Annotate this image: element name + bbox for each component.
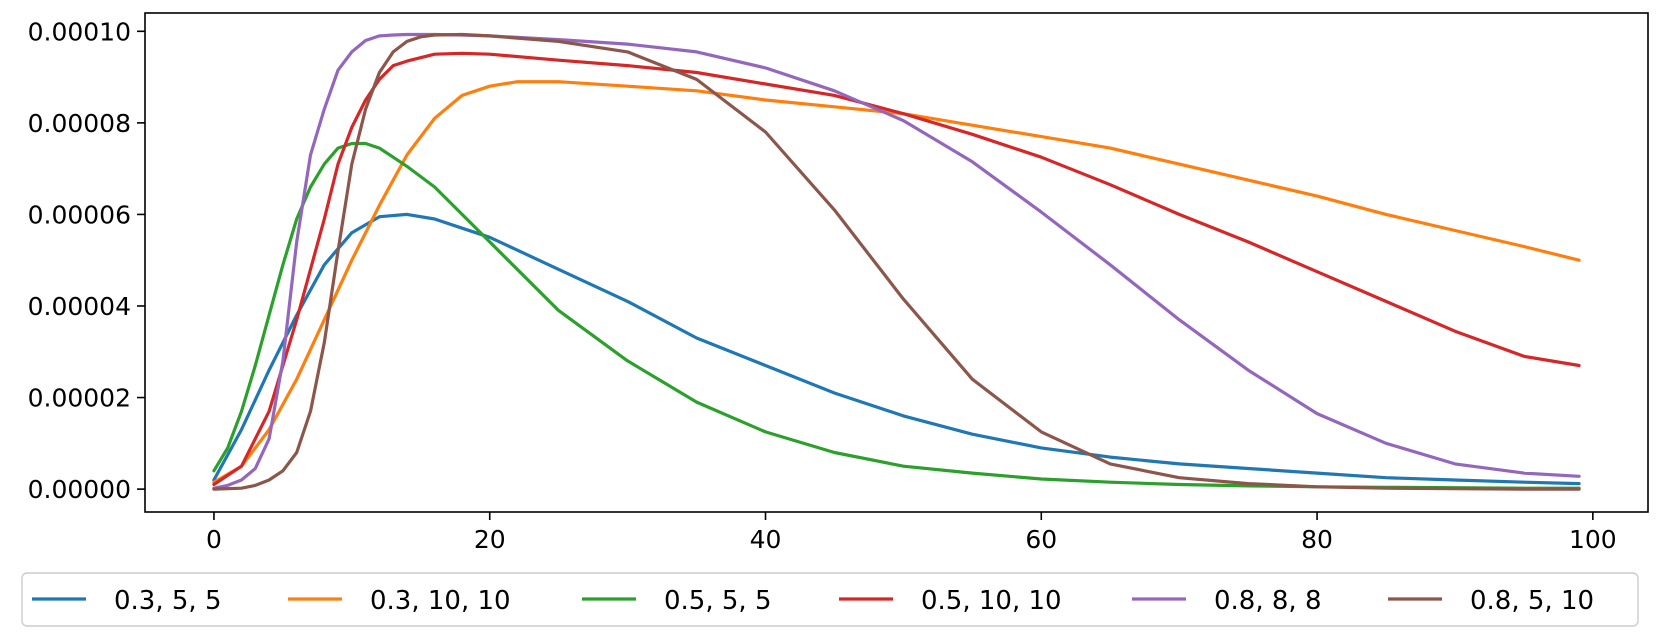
y-tick-label: 0.00000 (28, 475, 131, 504)
legend-box (21, 572, 1639, 627)
series-line-6 (212, 32, 1581, 491)
legend-item: 0.3, 10, 10 (288, 586, 511, 616)
x-axis: 0 20 40 60 80 100 (206, 512, 1617, 554)
x-tick-label: 60 (1025, 525, 1057, 554)
legend-label: 0.8, 5, 10 (1470, 586, 1594, 616)
series-line-1 (212, 212, 1581, 486)
legend-label: 0.8, 8, 8 (1214, 586, 1322, 616)
legend-label: 0.3, 10, 10 (370, 586, 511, 616)
x-tick-label: 80 (1301, 525, 1333, 554)
legend-item: 0.5, 10, 10 (839, 586, 1062, 616)
series-line-3 (212, 141, 1581, 490)
y-tick-label: 0.00004 (28, 292, 131, 321)
series-line-4 (212, 51, 1581, 487)
plot-area-frame (144, 12, 1649, 513)
legend-item: 0.3, 5, 5 (32, 586, 222, 616)
x-tick-label: 0 (206, 525, 222, 554)
x-tick-label: 20 (474, 525, 506, 554)
legend-label: 0.3, 5, 5 (114, 586, 222, 616)
legend-label: 0.5, 10, 10 (921, 586, 1062, 616)
legend-item: 0.8, 8, 8 (1132, 586, 1322, 616)
y-tick-label: 0.00010 (28, 17, 131, 46)
legend: 0.3, 5, 5 0.3, 10, 10 0.5, 5, 5 0.5, 10, 10… (21, 572, 1639, 627)
x-tick-label: 40 (750, 525, 782, 554)
legend-item: 0.8, 5, 10 (1388, 586, 1594, 616)
y-tick-label: 0.00008 (28, 109, 131, 138)
legend-item: 0.5, 5, 5 (582, 586, 772, 616)
series-layer (212, 32, 1581, 491)
y-axis: 0.00000 0.00002 0.00004 0.00006 0.00008 0.000… (28, 17, 145, 504)
y-tick-label: 0.00006 (28, 200, 131, 229)
x-tick-label: 100 (1569, 525, 1617, 554)
series-line-2 (212, 80, 1581, 484)
legend-label: 0.5, 5, 5 (664, 586, 772, 616)
y-tick-label: 0.00002 (28, 384, 131, 413)
